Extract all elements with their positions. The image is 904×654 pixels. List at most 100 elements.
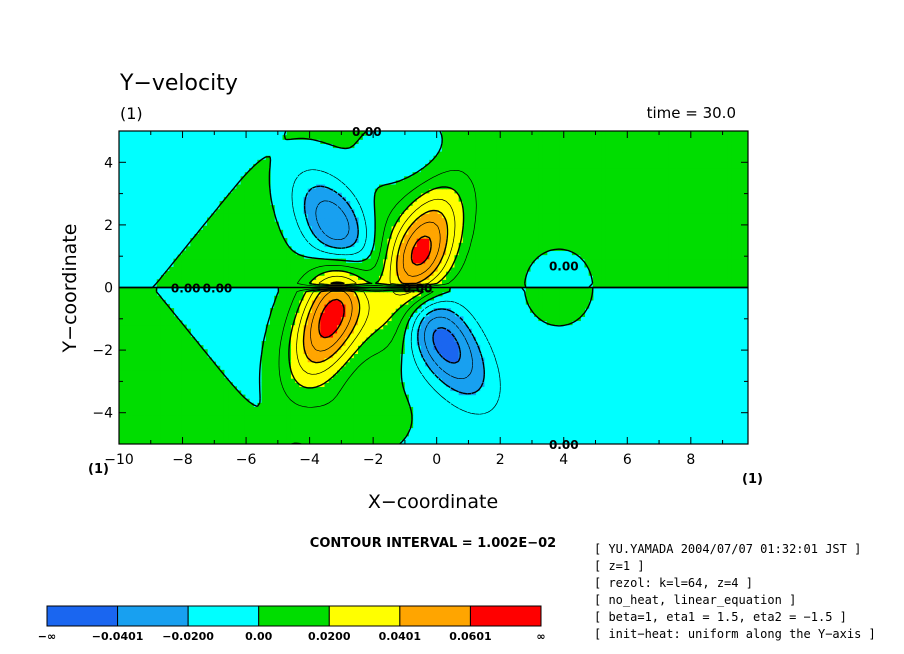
field-cell: [207, 242, 212, 247]
field-cell: [173, 373, 179, 379]
field-cell: [408, 308, 414, 313]
field-cell: [689, 213, 695, 219]
field-cell: [404, 201, 409, 206]
field-cell: [362, 299, 367, 305]
field-cell: [689, 283, 695, 289]
field-cell: [265, 419, 271, 425]
field-cell: [609, 238, 615, 243]
field-cell: [269, 419, 275, 425]
field-cell: [441, 225, 447, 231]
field-cell: [345, 427, 351, 433]
field-cell: [420, 205, 426, 210]
field-cell: [139, 353, 145, 359]
field-cell: [358, 336, 363, 342]
field-cell: [655, 266, 661, 272]
field-cell: [248, 411, 254, 416]
field-cell: [240, 435, 246, 441]
field-cell: [181, 283, 187, 289]
field-cell: [215, 390, 221, 396]
field-cell: [433, 369, 439, 375]
field-cell: [324, 332, 330, 338]
field-cell: [420, 275, 426, 280]
field-cell: [358, 435, 363, 441]
field-cell: [349, 291, 355, 297]
field-cell: [374, 427, 380, 433]
field-cell: [261, 378, 267, 383]
field-cell: [513, 242, 518, 247]
field-cell: [169, 382, 175, 387]
field-cell: [127, 386, 133, 392]
field-cell: [710, 213, 716, 219]
field-cell: [383, 275, 388, 280]
field-cell: [274, 341, 279, 346]
field-cell: [286, 312, 292, 317]
field-cell: [215, 266, 221, 272]
field-cell: [567, 295, 573, 301]
field-cell: [345, 308, 351, 313]
field-cell: [240, 275, 246, 280]
field-cell: [236, 201, 242, 206]
field-cell: [429, 361, 435, 367]
field-cell: [156, 328, 162, 334]
field-cell: [701, 283, 707, 289]
field-cell: [303, 390, 309, 396]
field-cell: [131, 295, 137, 301]
field-cell: [332, 295, 338, 301]
field-cell: [395, 299, 401, 305]
field-cell: [479, 266, 485, 272]
field-cell: [454, 238, 460, 243]
field-cell: [412, 213, 418, 219]
field-cell: [332, 271, 338, 276]
field-cell: [412, 205, 418, 210]
field-cell: [207, 275, 212, 280]
field-cell: [290, 308, 296, 313]
field-cell: [383, 242, 388, 247]
field-cell: [181, 271, 187, 276]
field-cell: [328, 341, 334, 346]
field-cell: [370, 386, 376, 392]
field-cell: [349, 386, 355, 392]
field-cell: [278, 369, 284, 375]
field-cell: [123, 439, 128, 444]
field-cell: [332, 233, 338, 239]
field-cell: [467, 365, 472, 371]
field-cell: [320, 316, 326, 322]
field-cell: [341, 349, 347, 354]
field-cell: [676, 217, 682, 223]
field-cell: [412, 233, 418, 239]
field-cell: [454, 349, 460, 354]
field-cell: [236, 213, 242, 219]
field-cell: [211, 213, 217, 219]
field-cell: [160, 382, 166, 387]
field-cell: [119, 308, 124, 313]
field-cell: [358, 349, 363, 354]
field-cell: [504, 213, 510, 219]
field-cell: [282, 419, 288, 425]
field-cell: [383, 250, 388, 256]
field-cell: [538, 303, 544, 309]
field-cell: [311, 336, 317, 342]
field-cell: [630, 209, 636, 214]
field-cell: [311, 435, 317, 441]
field-cell: [165, 365, 170, 371]
field-cell: [722, 275, 728, 280]
field-cell: [324, 415, 330, 420]
field-cell: [693, 217, 699, 223]
field-cell: [316, 419, 321, 425]
field-cell: [655, 275, 661, 280]
field-cell: [399, 217, 405, 223]
field-cell: [378, 320, 384, 326]
field-cell: [278, 398, 284, 404]
field-cell: [299, 357, 305, 363]
field-cell: [320, 328, 326, 334]
field-cell: [211, 361, 217, 367]
field-cell: [274, 324, 279, 330]
field-cell: [471, 201, 477, 206]
field-cell: [634, 238, 640, 243]
field-cell: [240, 279, 246, 284]
field-cell: [349, 345, 355, 350]
field-cell: [433, 361, 439, 367]
field-cell: [169, 312, 175, 317]
field-cell: [588, 221, 594, 227]
field-cell: [718, 213, 724, 219]
